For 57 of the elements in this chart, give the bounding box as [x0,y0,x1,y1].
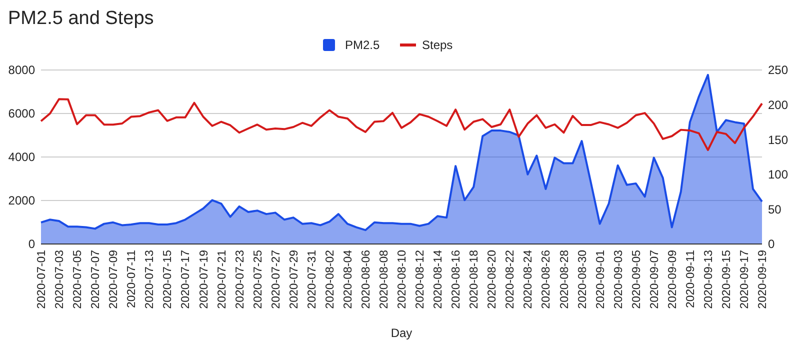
x-tick-label: 2020-07-29 [288,250,300,309]
x-tick-label: 2020-08-24 [522,249,535,309]
x-tick-label: 2020-09-01 [594,250,607,309]
y2-tick-label: 150 [768,132,788,147]
x-tick-label: 2020-07-03 [54,250,66,309]
x-tick-label: 2020-08-10 [396,250,409,309]
legend-label: PM2.5 [345,38,380,52]
y2-tick-label: 250 [768,63,788,78]
chart-title: PM2.5 and Steps [8,8,154,29]
x-tick-label: 2020-09-07 [648,250,661,309]
x-tick-label: 2020-08-20 [486,250,499,309]
x-tick-label: 2020-07-23 [234,250,246,309]
x-tick-label: 2020-07-21 [216,250,228,309]
x-tick-label: 2020-09-19 [757,250,770,309]
x-tick-label: 2020-08-18 [468,250,481,309]
x-tick-label: 2020-07-07 [90,250,102,309]
x-tick-label: 2020-09-09 [666,250,679,309]
line-series [40,98,763,152]
x-tick-label: 2020-07-19 [198,250,210,309]
x-tick-label: 2020-08-30 [576,250,589,309]
x-tick-label: 2020-09-11 [684,250,697,308]
x-tick-label: 2020-09-17 [739,250,751,309]
x-tick-label: 2020-08-02 [324,250,336,309]
x-tick-label: 2020-08-28 [558,250,571,309]
x-tick-label: 2020-07-15 [162,250,174,309]
x-tick-label: 2020-08-08 [378,250,390,309]
x-tick-label: 2020-07-31 [306,250,318,309]
x-tick-label: 2020-09-13 [702,250,715,309]
x-tick-label: 2020-08-22 [504,250,517,309]
x-tick-label: 2020-08-12 [414,250,427,309]
x-tick-label: 2020-08-26 [540,250,553,309]
y-tick-label: 6000 [8,106,36,121]
x-tick-label: 2020-07-09 [108,250,120,309]
legend-label: Steps [422,38,453,52]
y-tick-label: 4000 [8,150,36,164]
x-tick-label: 2020-07-25 [252,250,264,309]
y2-tick-label: 50 [768,202,782,216]
y-tick-label: 8000 [8,63,36,78]
x-tick-label: 2020-07-13 [144,250,156,309]
x-tick-label: 2020-08-04 [342,249,354,309]
x-tick-label: 2020-07-05 [72,250,84,309]
x-tick-label: 2020-09-03 [612,250,625,309]
x-tick-label: 2020-07-17 [180,250,192,309]
y-tick-label: 2000 [8,194,36,208]
x-tick-label: 2020-09-05 [630,250,643,309]
x-tick-label: 2020-07-27 [270,250,282,309]
y-tick-label: 0 [28,237,36,252]
x-axis-title: Day [390,326,412,340]
x-tick-label: 2020-08-06 [360,250,372,309]
x-tick-label: 2020-08-16 [450,250,463,309]
y2-tick-label: 0 [768,237,775,252]
x-tick-label: 2020-09-15 [720,250,733,309]
x-tick-label: 2020-08-14 [432,249,445,309]
y2-tick-label: 200 [768,98,788,112]
x-tick-label: 2020-07-11 [126,250,138,308]
y2-tick-label: 100 [768,168,788,182]
x-tick-label: 2020-07-01 [36,250,48,309]
